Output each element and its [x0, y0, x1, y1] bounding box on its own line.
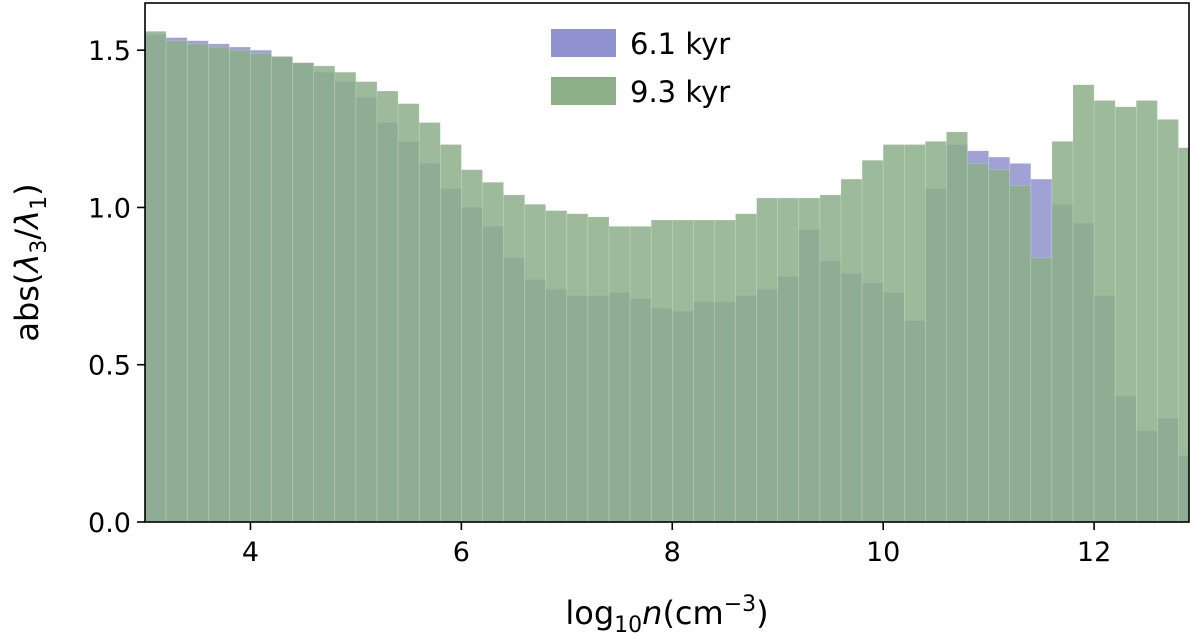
bar-series1-bin-37 — [925, 141, 947, 523]
bar-series1-bin-32 — [819, 194, 842, 523]
bar-series1-bin-49 — [1178, 147, 1190, 523]
x-tick-label-8: 8 — [664, 537, 681, 568]
legend-label-6-1-kyr: 6.1 kyr — [630, 27, 730, 61]
bar-series1-bin-14 — [439, 144, 462, 523]
bar-series1-bin-13 — [418, 122, 441, 523]
bar-series1-bin-16 — [482, 181, 504, 523]
bar-series1-bin-44 — [1072, 84, 1095, 523]
bar-series1-bin-20 — [566, 213, 589, 523]
bar-series1-bin-3 — [207, 46, 230, 523]
y-tick-label-1: 1.0 — [88, 193, 131, 224]
bar-series1-bin-48 — [1157, 119, 1179, 523]
bar-series1-bin-9 — [334, 71, 357, 523]
bar-series1-bin-45 — [1093, 100, 1116, 523]
bar-series1-bin-47 — [1135, 100, 1158, 523]
y-tick-label-0.5: 0.5 — [88, 351, 131, 382]
bar-series1-bin-5 — [250, 53, 272, 523]
bar-series1-bin-7 — [292, 62, 315, 523]
bar-series1-bin-29 — [756, 197, 779, 523]
bar-series1-bin-17 — [503, 194, 525, 523]
bar-series1-bin-18 — [524, 204, 547, 523]
bar-series1-bin-27 — [714, 219, 736, 523]
bar-series1-bin-34 — [861, 159, 884, 523]
bar-series1-bin-1 — [165, 40, 188, 523]
bar-series1-bin-19 — [545, 210, 568, 523]
bar-series1-bin-0 — [144, 31, 167, 523]
bar-series1-bin-25 — [671, 219, 694, 523]
bar-series1-bin-22 — [608, 226, 631, 523]
bar-series1-bin-2 — [186, 43, 209, 523]
bar-series1-bin-10 — [355, 81, 378, 523]
x-tick-label-6: 6 — [453, 537, 470, 568]
bar-series1-bin-24 — [650, 219, 673, 523]
x-tick-label-12: 12 — [1077, 537, 1111, 568]
bar-series1-bin-39 — [967, 163, 989, 523]
ticks-layer: 4 6 8 10 12 0.0 0.5 1.0 1.5 — [88, 36, 1111, 568]
bar-series1-bin-26 — [693, 219, 715, 523]
bar-series1-bin-4 — [229, 49, 251, 523]
bar-series1-bin-11 — [376, 90, 399, 523]
bar-series1-bin-12 — [397, 103, 420, 523]
legend-label-9-3-kyr: 9.3 kyr — [630, 75, 730, 109]
bar-series1-bin-28 — [735, 213, 757, 523]
bar-series1-bin-21 — [587, 216, 610, 523]
bar-series1-bin-36 — [903, 144, 926, 523]
bar-series1-bin-42 — [1030, 257, 1053, 523]
bar-series1-bin-43 — [1051, 141, 1074, 523]
bar-series1-bin-38 — [946, 131, 968, 523]
legend: 6.1 kyr 9.3 kyr — [551, 27, 730, 109]
y-tick-label-0: 0.0 — [88, 508, 131, 539]
legend-swatch-6-1-kyr — [551, 29, 616, 57]
x-axis-label: log10n(cm−3) — [565, 592, 768, 638]
bar-series1-bin-35 — [882, 144, 905, 523]
bar-series1-bin-33 — [840, 178, 863, 523]
bar-series1-bin-23 — [629, 226, 652, 523]
bar-series1-bin-15 — [461, 169, 483, 523]
bar-series1-bin-46 — [1114, 106, 1137, 523]
bar-series1-bin-8 — [313, 65, 336, 523]
y-axis-label: abs(λ3/λ1) — [8, 183, 52, 341]
bar-series1-bin-41 — [1009, 185, 1032, 523]
y-tick-label-1.5: 1.5 — [88, 36, 131, 67]
bar-series1-bin-6 — [271, 56, 293, 523]
plot-frame — [144, 2, 1190, 523]
legend-swatch-9-3-kyr — [551, 77, 616, 105]
x-tick-label-4: 4 — [242, 537, 259, 568]
x-tick-label-10: 10 — [866, 537, 900, 568]
bar-series1-bin-30 — [777, 197, 800, 523]
bar-series1-bin-40 — [988, 169, 1011, 523]
bar-series1-bin-31 — [798, 197, 821, 523]
